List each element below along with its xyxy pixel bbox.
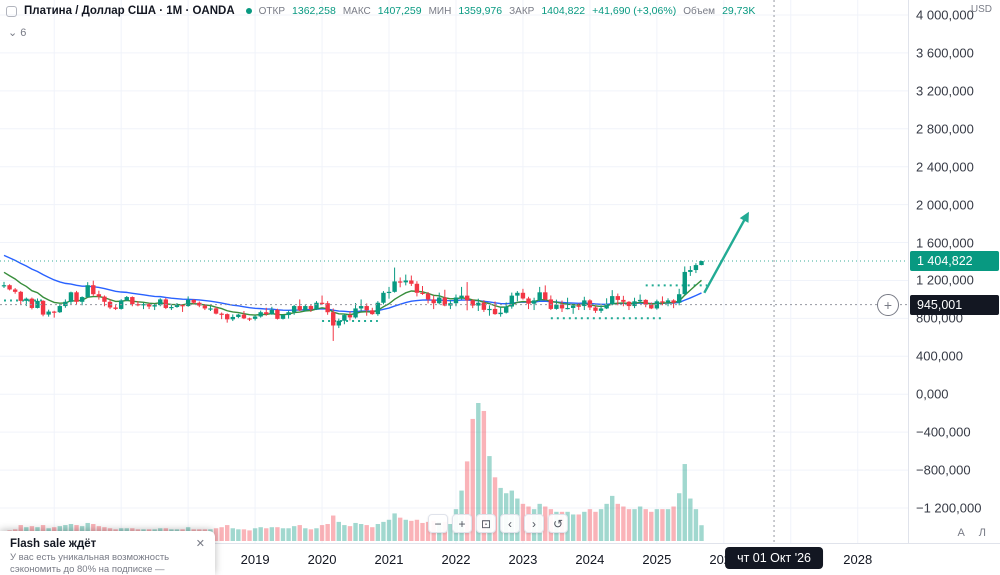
- notification-body-line1: У вас есть уникальная возможность: [10, 552, 170, 563]
- symbol-title[interactable]: Платина / Доллар США · 1M · OANDA: [24, 5, 235, 17]
- close-value: 1404,822: [541, 5, 586, 17]
- time-axis-label: 2023: [508, 552, 538, 567]
- close-icon[interactable]: ✕: [195, 538, 205, 550]
- price-axis-label: 400,000: [916, 348, 963, 364]
- currency-label: USD: [970, 4, 992, 15]
- high-value: 1407,259: [377, 5, 422, 17]
- low-value: 1359,976: [458, 5, 503, 17]
- flash-sale-notification: Flash sale ждёт ✕ У вас есть уникальная …: [0, 531, 215, 575]
- time-axis-label: 2024: [575, 552, 605, 567]
- price-axis-label: 1 600,000: [916, 235, 974, 251]
- time-axis-label: 2021: [374, 552, 404, 567]
- volume-value: 29,73K: [722, 5, 756, 17]
- notification-title: Flash sale ждёт: [10, 537, 97, 550]
- reset-view-button[interactable]: ⊡: [476, 514, 496, 533]
- zoom-in-button[interactable]: +: [452, 514, 472, 533]
- close-label: ЗАКР: [509, 5, 535, 17]
- quick-trade-plus-icon[interactable]: +: [877, 293, 899, 316]
- price-axis[interactable]: USD 4 000,000 3 600,000 3 200,000 2 800,000…: [908, 0, 1000, 543]
- notification-body-line2: сэкономить до 80% на подписке —: [10, 564, 165, 575]
- chart-header-toolbar: Платина / Доллар США · 1M · OANDA ОТКР 1…: [0, 0, 1000, 22]
- log-scale-button[interactable]: Л: [978, 527, 986, 539]
- open-label: ОТКР: [258, 5, 286, 17]
- volume-label: Объем: [683, 5, 716, 17]
- price-axis-label: −400,000: [916, 424, 971, 440]
- zoom-out-button[interactable]: −: [428, 514, 448, 533]
- chart-canvas[interactable]: [0, 0, 908, 543]
- scroll-left-button[interactable]: ‹: [500, 514, 520, 533]
- reset-chart-button[interactable]: ↺: [548, 514, 568, 533]
- price-axis-label: 2 400,000: [916, 159, 974, 175]
- instrument-logo-icon: [6, 5, 17, 17]
- last-price-badge: 1 404,822: [910, 251, 999, 272]
- price-axis-label: 800,000: [916, 310, 963, 326]
- time-axis-label: 2019: [240, 552, 270, 567]
- scroll-right-button[interactable]: ›: [524, 514, 544, 533]
- price-axis-label: 3 200,000: [916, 83, 974, 99]
- candlestick-chart[interactable]: [0, 0, 908, 543]
- low-label: МИН: [428, 5, 452, 17]
- trend-arrow-drawing: [739, 211, 749, 223]
- time-axis-label: 2020: [307, 552, 337, 567]
- price-axis-label: 3 600,000: [916, 45, 974, 61]
- object-tree-count[interactable]: ⌄ 6: [8, 27, 27, 39]
- auto-scale-button[interactable]: А: [957, 527, 965, 539]
- price-axis-label: −800,000: [916, 462, 971, 478]
- change-value: +41,690 (+3,06%): [592, 5, 677, 17]
- price-axis-label: −1 200,000: [916, 500, 982, 516]
- time-axis-label: 2028: [843, 552, 873, 567]
- market-status-icon: [245, 8, 252, 14]
- crosshair-price-badge: 945,001: [910, 294, 999, 315]
- price-axis-label: 0,000: [916, 386, 949, 402]
- open-value: 1362,258: [292, 5, 336, 17]
- price-axis-label: 1 200,000: [916, 272, 974, 288]
- time-axis-label: 2025: [642, 552, 672, 567]
- price-axis-label: 2 800,000: [916, 121, 974, 137]
- chart-nav-toolbar: − + ⊡ ‹ › ↺: [428, 514, 568, 533]
- crosshair-time-badge: чт 01 Окт '26: [725, 547, 823, 569]
- time-axis-label: 2022: [441, 552, 471, 567]
- high-label: МАКС: [342, 5, 371, 17]
- price-axis-label: 2 000,000: [916, 197, 974, 213]
- price-axis-label: 4 000,000: [916, 7, 974, 23]
